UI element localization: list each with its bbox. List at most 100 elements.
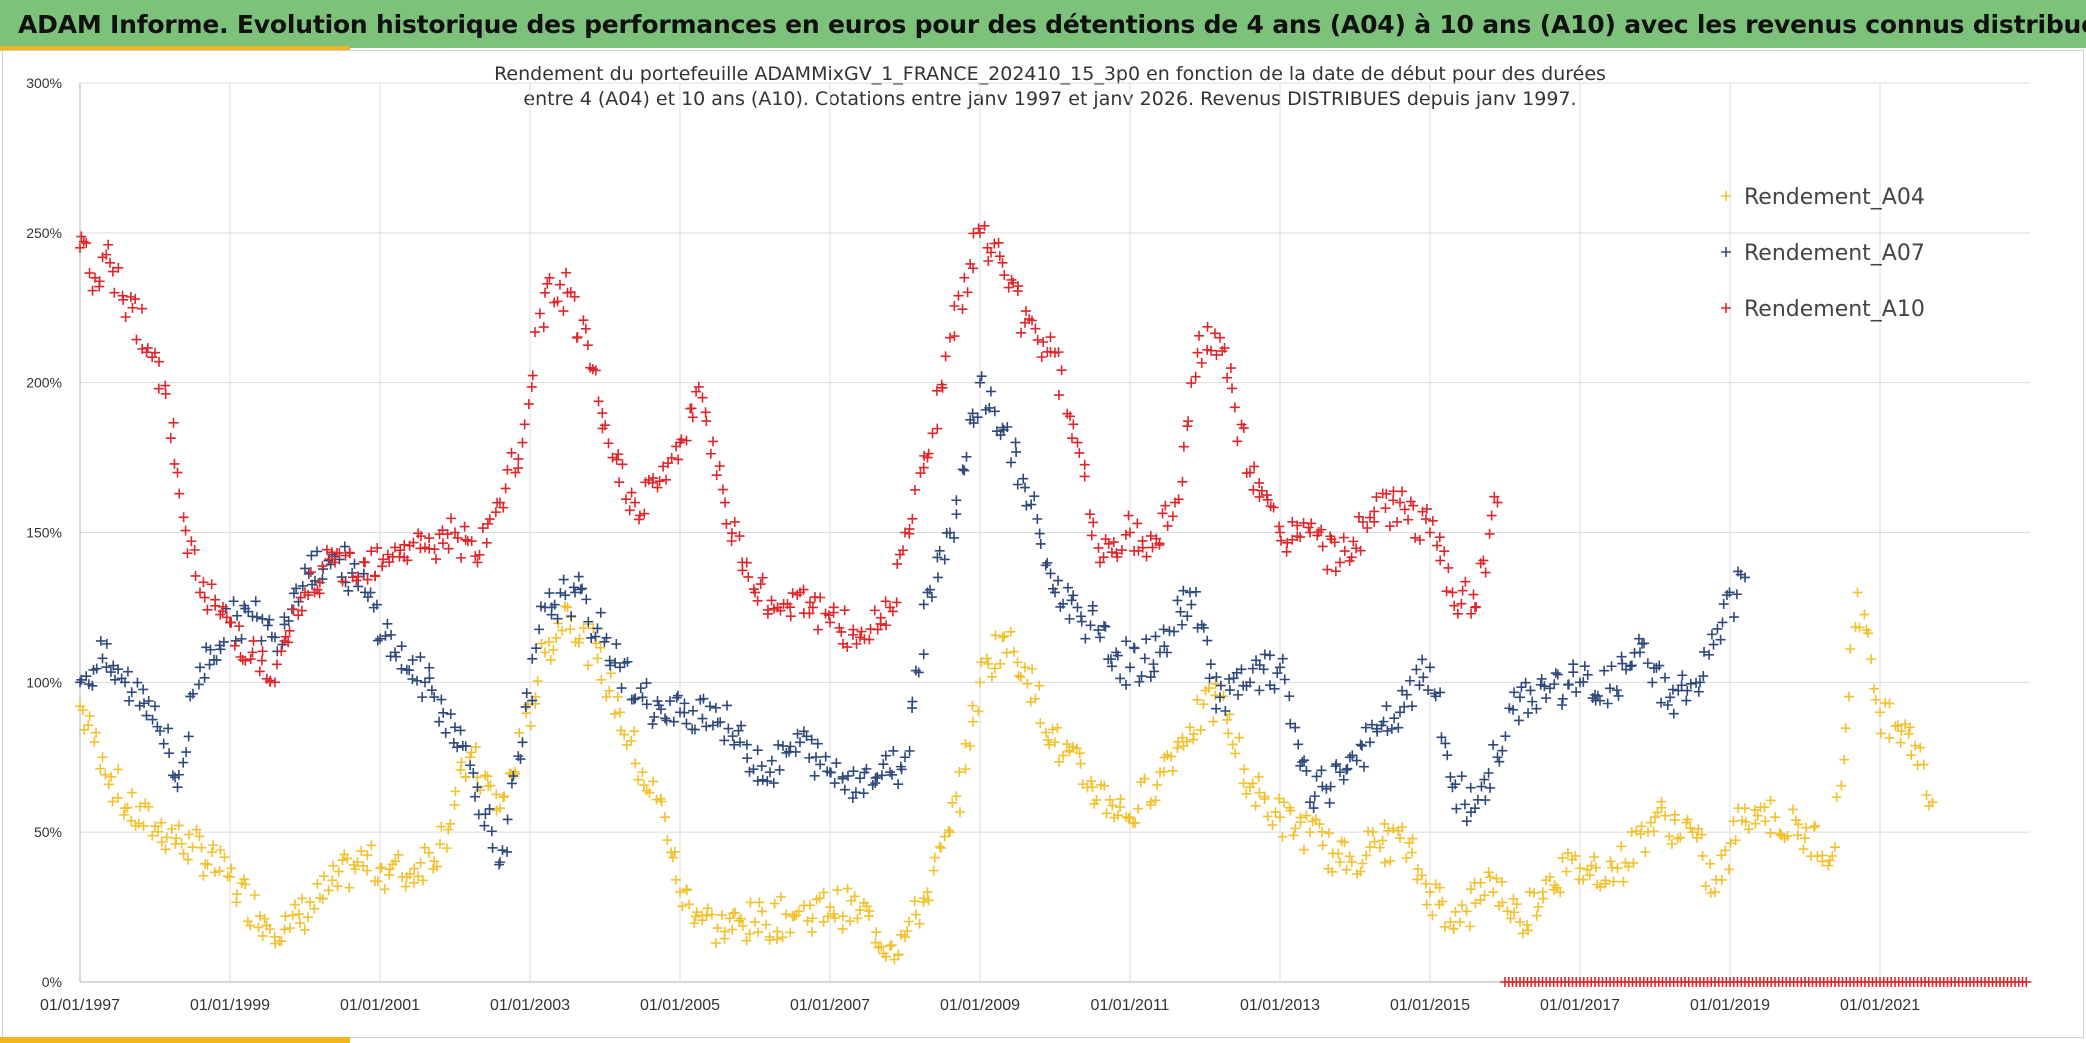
point-rendement-a10: [1072, 437, 1083, 448]
point-rendement-a10: [1322, 564, 1333, 575]
point-rendement-a04: [240, 879, 251, 890]
point-rendement-a10: [1123, 510, 1134, 521]
point-rendement-a07: [872, 772, 883, 783]
point-rendement-a10: [554, 279, 565, 290]
point-rendement-a07: [1029, 491, 1040, 502]
point-rendement-a04: [222, 871, 233, 882]
point-rendement-a04: [285, 923, 295, 934]
point-rendement-a07: [668, 716, 679, 727]
point-rendement-a10: [1365, 512, 1375, 523]
point-rendement-a07: [1177, 619, 1187, 630]
point-rendement-a04: [1575, 863, 1585, 874]
point-rendement-a07: [407, 654, 418, 665]
point-rendement-a04: [1427, 910, 1438, 921]
point-rendement-a10: [654, 476, 665, 487]
point-rendement-a04: [1112, 810, 1123, 821]
point-rendement-a04: [1669, 814, 1680, 825]
point-rendement-a10: [1196, 357, 1207, 368]
point-rendement-a10: [593, 396, 604, 407]
point-rendement-a10: [572, 332, 583, 343]
point-rendement-a10: [918, 462, 929, 473]
point-rendement-a10: [700, 407, 711, 418]
point-rendement-a04: [1672, 833, 1683, 844]
point-rendement-a10: [198, 577, 209, 588]
point-rendement-a07: [228, 596, 239, 607]
point-rendement-a07: [201, 642, 212, 653]
point-rendement-a10: [1274, 521, 1285, 532]
point-rendement-a10: [1254, 491, 1265, 502]
point-rendement-a10: [1397, 486, 1408, 497]
point-rendement-a07: [122, 666, 133, 677]
point-rendement-a07: [445, 709, 456, 720]
x-tick-label: 01/01/2011: [1091, 997, 1170, 1014]
point-rendement-a10: [1261, 490, 1272, 501]
point-rendement-a10: [590, 365, 601, 376]
point-rendement-a04: [825, 902, 835, 913]
point-rendement-a07: [517, 737, 528, 748]
point-rendement-a04: [989, 663, 1000, 674]
point-rendement-a10: [344, 548, 355, 559]
point-rendement-a07: [1344, 752, 1355, 763]
point-rendement-a07: [575, 584, 586, 595]
point-rendement-a07: [1259, 649, 1270, 660]
point-rendement-a10: [150, 347, 160, 358]
point-rendement-a07: [1605, 683, 1615, 694]
point-rendement-a04: [460, 772, 471, 783]
point-rendement-a10: [305, 567, 316, 578]
point-rendement-a04: [1675, 832, 1686, 843]
point-rendement-a07: [1382, 725, 1393, 736]
point-rendement-a04: [900, 932, 910, 943]
point-rendement-a07: [1002, 421, 1013, 432]
point-rendement-a10: [1160, 500, 1171, 511]
point-rendement-a07: [1205, 659, 1216, 670]
point-rendement-a10: [1357, 516, 1368, 527]
point-rendement-a07: [671, 692, 682, 703]
point-rendement-a07: [967, 408, 978, 419]
point-rendement-a07: [622, 656, 633, 667]
point-rendement-a04: [372, 876, 383, 887]
point-rendement-a10: [415, 531, 426, 542]
point-rendement-a04: [1915, 742, 1926, 753]
point-rendement-a04: [495, 803, 505, 814]
point-rendement-a07: [801, 731, 812, 742]
point-rendement-a07: [1211, 672, 1222, 683]
point-rendement-a04: [280, 911, 291, 922]
point-rendement-a04: [143, 801, 154, 812]
point-rendement-a04: [939, 831, 950, 842]
point-rendement-a10: [1268, 502, 1279, 513]
point-rendement-a04: [405, 869, 415, 880]
point-rendement-a10: [1456, 598, 1467, 609]
point-rendement-a04: [239, 874, 250, 885]
point-rendement-a07: [1357, 740, 1368, 751]
point-rendement-a04: [1227, 739, 1238, 750]
point-rendement-a10: [1447, 587, 1458, 598]
point-rendement-a10: [113, 262, 124, 273]
point-rendement-a07: [311, 546, 322, 557]
point-rendement-a04: [1107, 800, 1118, 811]
point-rendement-a10: [540, 287, 550, 298]
point-rendement-a07: [1064, 613, 1075, 624]
point-rendement-a10: [295, 592, 306, 603]
point-rendement-a10: [1067, 433, 1077, 444]
point-rendement-a07: [1552, 669, 1563, 680]
point-rendement-a04: [1905, 722, 1915, 733]
point-rendement-a04: [470, 742, 481, 753]
point-rendement-a10: [558, 306, 569, 317]
point-rendement-a10: [711, 470, 722, 481]
point-rendement-a04: [1230, 748, 1241, 759]
point-rendement-a10: [190, 570, 201, 581]
point-rendement-a10: [959, 272, 970, 283]
point-rendement-a10: [1183, 416, 1194, 427]
point-rendement-a04: [814, 893, 825, 904]
point-rendement-a07: [1724, 587, 1735, 598]
point-rendement-a07: [961, 451, 972, 462]
point-rendement-a10: [334, 547, 345, 558]
point-rendement-a07: [434, 716, 445, 727]
point-rendement-a04: [1475, 877, 1486, 888]
point-rendement-a04: [1531, 910, 1542, 921]
point-rendement-a07: [1324, 797, 1335, 808]
point-rendement-a10: [856, 626, 867, 637]
point-rendement-a07: [1275, 662, 1285, 673]
point-rendement-a07: [1341, 764, 1352, 775]
point-rendement-a10: [798, 584, 809, 595]
